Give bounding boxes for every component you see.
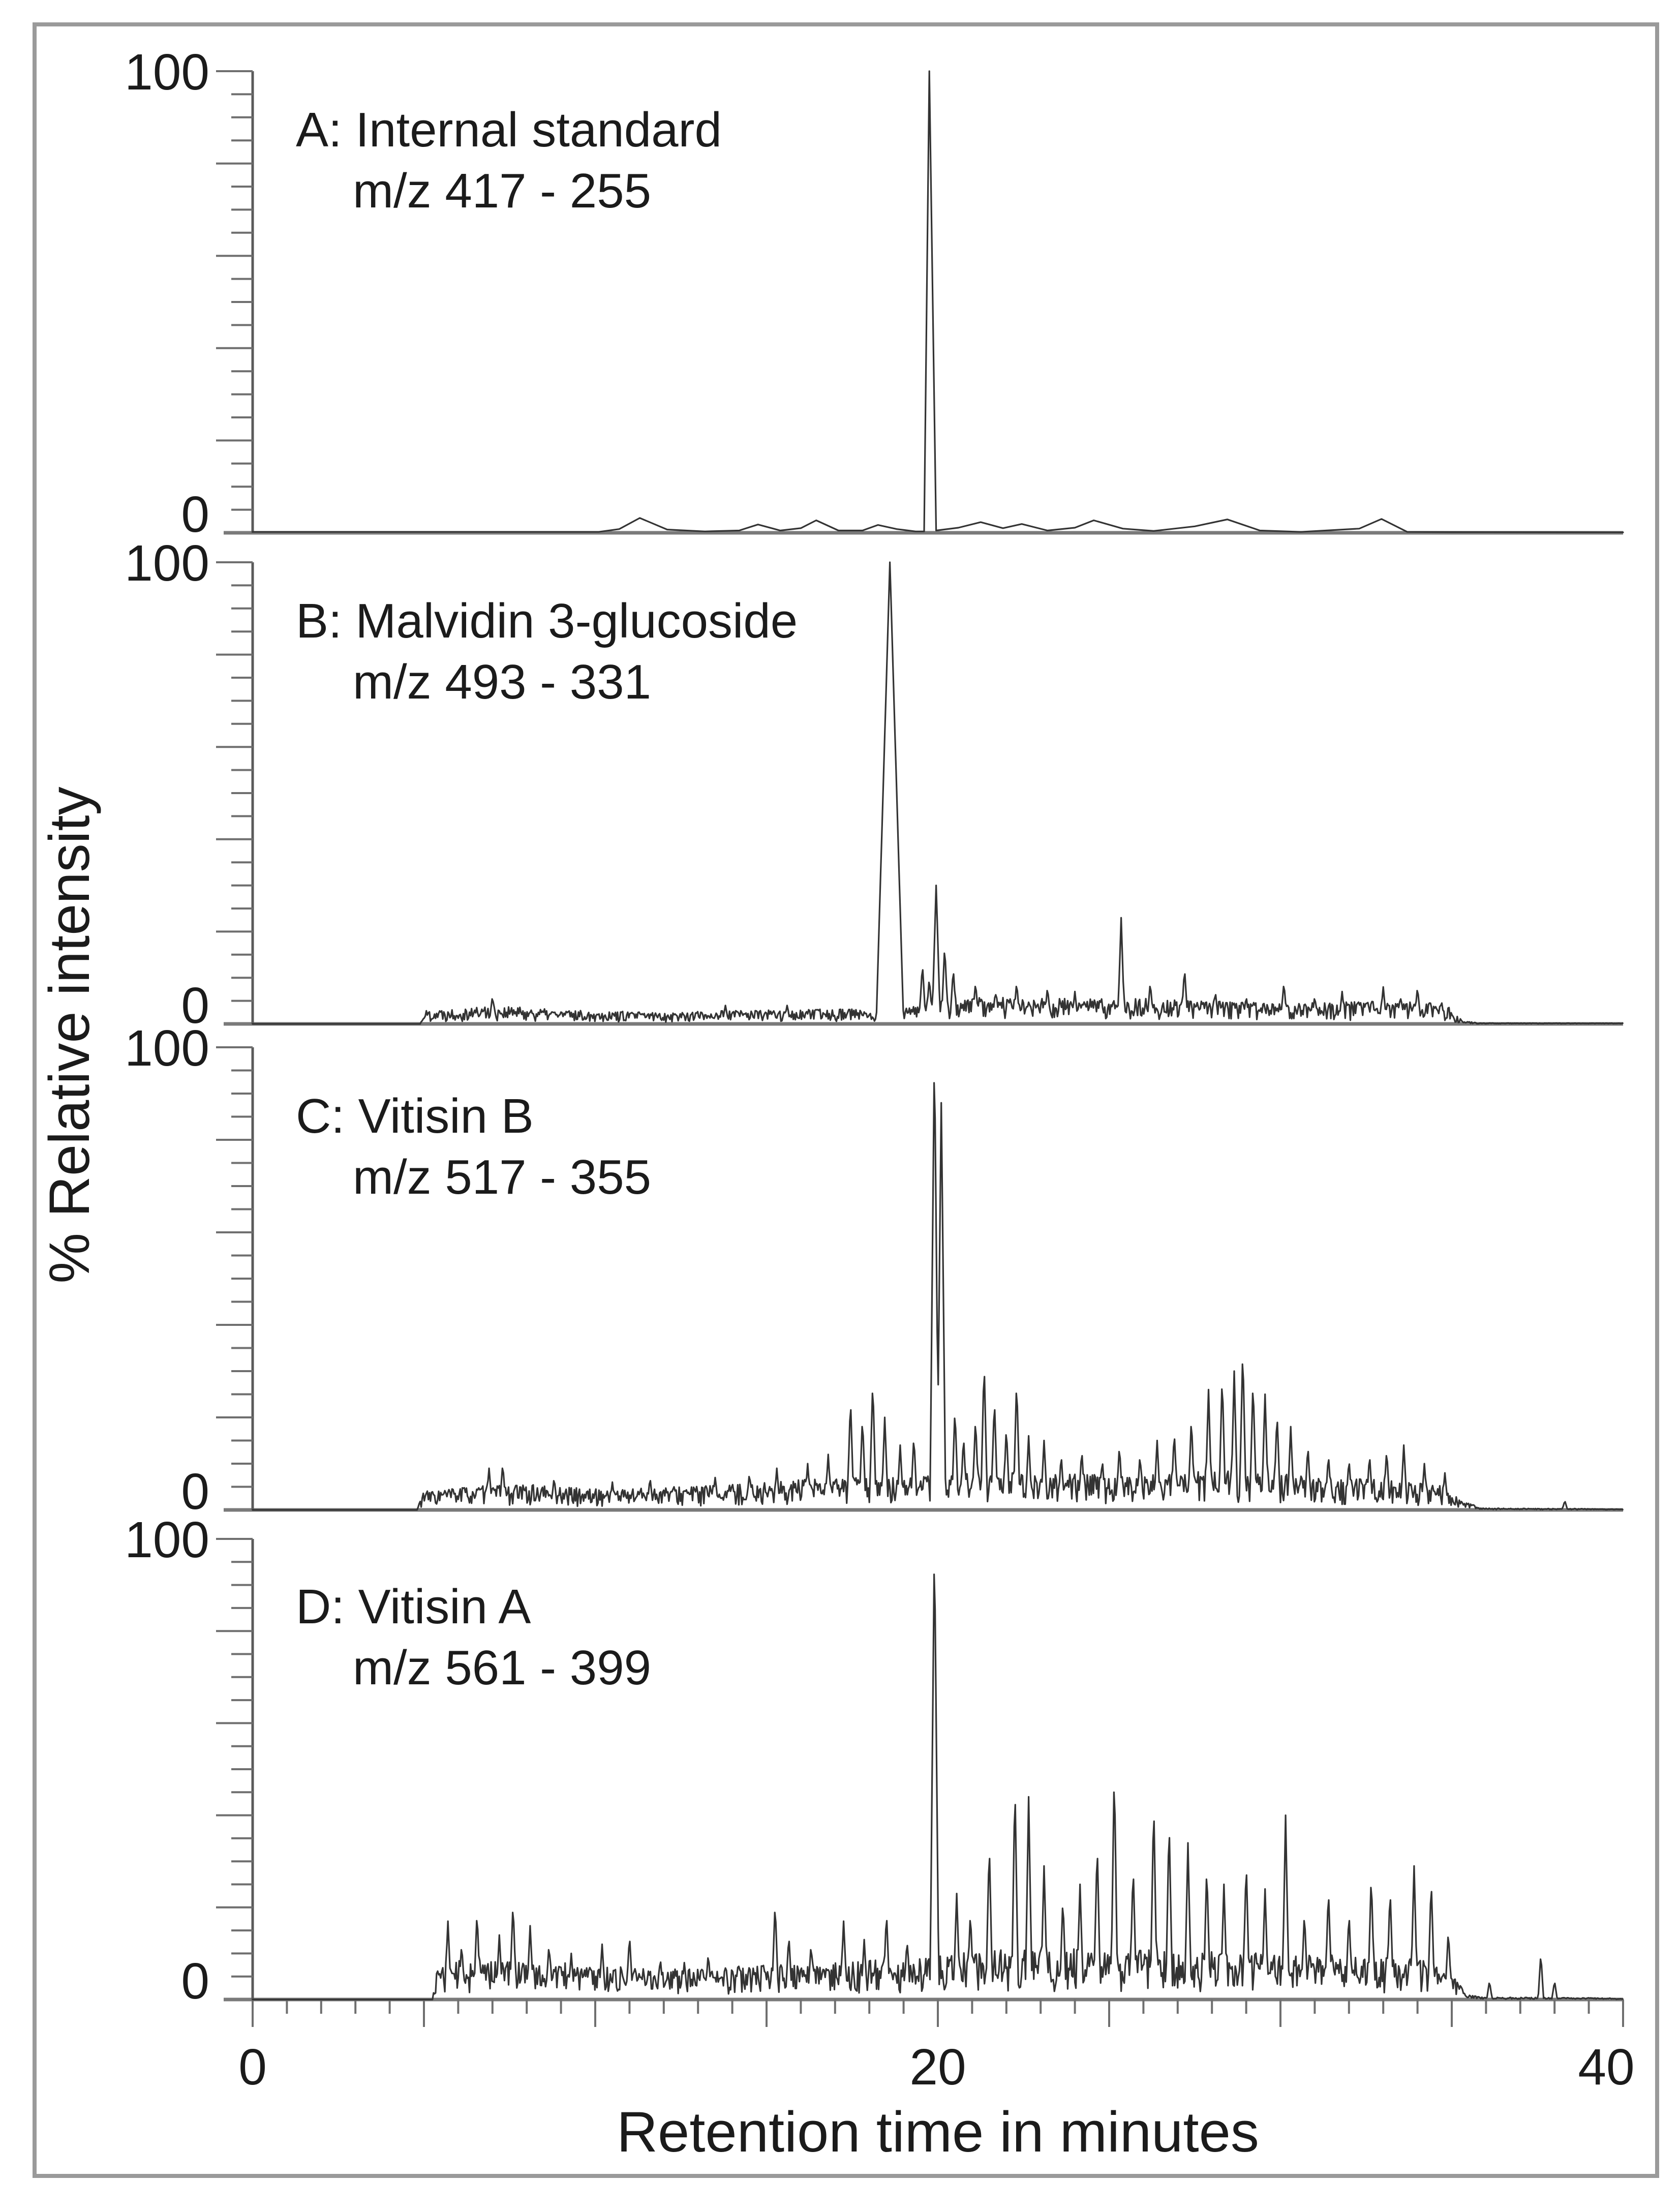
x-tick-label-20: 20 — [909, 2039, 966, 2096]
panel-c: 100 0 C: Vitisin B m/z 517 - 355 — [125, 1020, 651, 1520]
panel-d: 100 0 D: Vitisin A m/z 561 - 399 — [125, 1511, 651, 2010]
chromatogram-trace-b — [252, 561, 1624, 1025]
panel-a-y-min-label: 0 — [181, 486, 209, 543]
panel-a: 100 0 A: Internal standard m/z 417 - 255 — [125, 44, 722, 543]
panel-c-transition: m/z 517 - 355 — [353, 1150, 651, 1204]
panel-b-transition: m/z 493 - 331 — [353, 655, 651, 709]
x-axis-tick-labels: 0 20 40 — [238, 2039, 1634, 2096]
x-tick-label-0: 0 — [238, 2039, 267, 2096]
figure-frame — [33, 22, 1659, 2178]
panel-a-transition: m/z 417 - 255 — [353, 164, 651, 218]
y-axis-title: % Relative intensity — [38, 786, 101, 1283]
panel-b-y-min-label: 0 — [181, 977, 209, 1034]
panel-d-y-min-label: 0 — [181, 1953, 209, 2010]
panel-d-y-max-label: 100 — [125, 1511, 209, 1568]
panel-b: 100 0 B: Malvidin 3-glucoside m/z 493 - … — [125, 535, 798, 1034]
panel-d-transition: m/z 561 - 399 — [353, 1641, 651, 1695]
panel-a-title: A: Internal standard — [296, 103, 722, 157]
panel-c-y-max-label: 100 — [125, 1020, 209, 1077]
panel-c-y-min-label: 0 — [181, 1463, 209, 1520]
chromatogram-trace-a — [252, 70, 1624, 533]
panel-b-title: B: Malvidin 3-glucoside — [296, 594, 798, 648]
chromatogram-trace-c — [252, 1082, 1624, 1511]
traces-layer — [252, 70, 1624, 2001]
x-tick-label-40: 40 — [1578, 2039, 1634, 2096]
axes-layer — [216, 70, 1624, 2027]
panel-a-y-max-label: 100 — [125, 44, 209, 101]
panel-d-title: D: Vitisin A — [296, 1580, 531, 1634]
panel-b-y-max-label: 100 — [125, 535, 209, 592]
chromatogram-trace-d — [252, 1573, 1624, 2001]
x-axis-title: Retention time in minutes — [617, 2100, 1259, 2164]
panel-c-title: C: Vitisin B — [296, 1089, 534, 1143]
